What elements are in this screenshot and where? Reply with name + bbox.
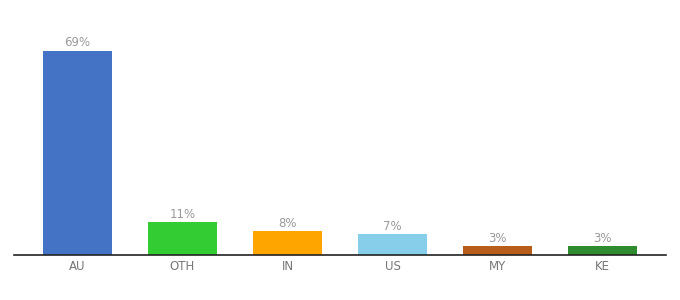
Bar	[254, 231, 322, 255]
Text: 7%: 7%	[384, 220, 402, 233]
Bar	[358, 234, 426, 255]
Text: 3%: 3%	[488, 232, 507, 244]
Bar	[463, 246, 532, 255]
Bar	[568, 246, 636, 255]
Text: 11%: 11%	[169, 208, 196, 221]
Text: 69%: 69%	[65, 36, 90, 49]
Bar	[148, 222, 217, 255]
Text: 8%: 8%	[278, 217, 296, 230]
Bar	[44, 51, 112, 255]
Text: 3%: 3%	[594, 232, 612, 244]
